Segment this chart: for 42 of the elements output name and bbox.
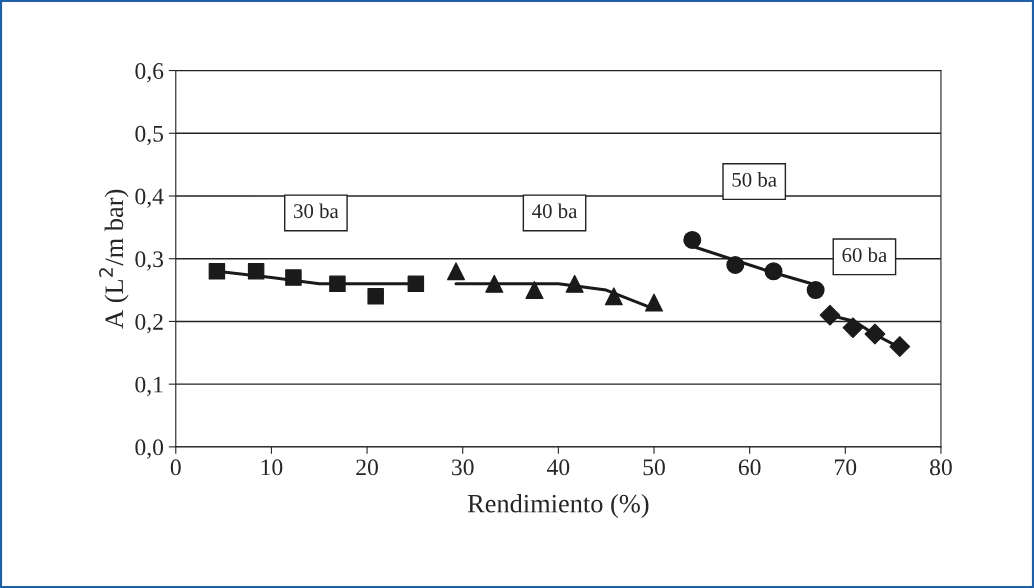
x-tick-label: 60 [738, 459, 761, 476]
point [329, 275, 346, 293]
x-tick-label: 20 [356, 459, 378, 476]
point [726, 255, 745, 274]
point [842, 317, 864, 339]
y-tick-label: 0,6 [135, 63, 164, 83]
y-tick-label: 0,1 [135, 376, 163, 396]
point [806, 281, 825, 300]
point [889, 336, 911, 357]
y-tick-label: 0,5 [135, 125, 164, 146]
x-tick-label: 30 [452, 459, 474, 476]
y-tick-label: 0,0 [135, 439, 164, 459]
point [864, 323, 886, 345]
point [819, 304, 841, 326]
y-tick-label: 0,3 [135, 251, 164, 271]
y-tick-label: 0,2 [135, 313, 163, 334]
x-tick-label: 0 [170, 459, 181, 476]
point [407, 275, 425, 293]
point [683, 230, 702, 249]
point [565, 274, 584, 293]
x-tick-label: 40 [547, 459, 570, 476]
x-axis-title: Rendimiento (%) [467, 493, 649, 518]
point [447, 262, 466, 281]
point [208, 263, 226, 280]
point [285, 269, 302, 286]
x-tick-label: 80 [930, 459, 952, 476]
point [764, 262, 783, 281]
x-tick-label: 70 [835, 459, 857, 476]
point [525, 281, 544, 300]
point [247, 263, 265, 280]
y-axis-title: A (L$^{2}$/m bar) [99, 189, 129, 329]
point [645, 293, 664, 312]
x-tick-label: 10 [261, 459, 283, 476]
y-tick-label: 0,4 [135, 188, 164, 208]
text: 40 ba [532, 203, 578, 219]
text: 50 ba [732, 172, 777, 187]
point [367, 288, 384, 305]
text: 30 ba [294, 203, 339, 219]
text: 60 ba [842, 247, 887, 263]
point [604, 287, 623, 306]
point [485, 274, 504, 293]
x-tick-label: 50 [643, 459, 665, 476]
